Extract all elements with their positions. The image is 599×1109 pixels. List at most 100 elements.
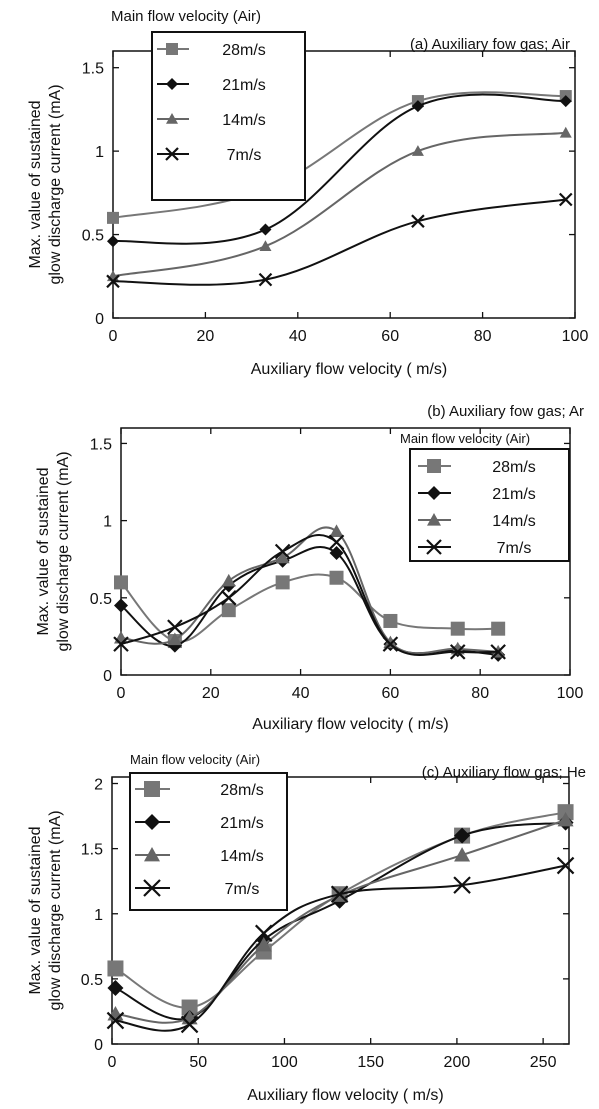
legend-item-2: 14m/s [157,112,266,129]
legend-label: 7m/s [225,881,260,898]
data-point [106,1011,125,1030]
data-point-stroke-b [411,214,425,228]
data-point [449,644,466,660]
legend-label: 28m/s [222,42,266,59]
legend-label: 21m/s [220,815,264,832]
y-axis-label: Max. value of sustained glow discharge cu… [27,810,64,1010]
legend-title: Main flow velocity (Air) [400,431,530,446]
data-point [259,223,272,236]
legend-title: Main flow velocity (Air) [111,8,261,25]
y-tick-label: 0 [103,668,112,685]
data-point [221,573,236,587]
data-point [259,240,272,252]
data-point-stroke-b [449,644,466,660]
series-line [112,131,566,278]
data-point [329,570,344,585]
data-point [454,827,471,844]
data-point-stroke-b [330,885,349,903]
legend-label: 28m/s [220,782,264,799]
data-point [454,847,471,862]
data-point [180,1015,199,1034]
legend-marker-stroke-b [426,539,442,555]
legend-item-2: 14m/s [135,847,264,865]
data-point-stroke-b [258,272,273,287]
data-point [107,979,124,996]
x-tick-label: 60 [382,685,400,702]
y-axis-label-line: Max. value of sustained [27,826,44,994]
x-tick-label: 100 [271,1054,298,1071]
legend: 28m/s 21m/s 14m/s 7m/s Main flow velocity (A… [400,431,570,562]
legend-marker [166,43,178,55]
data-point-stroke-b [106,274,120,289]
data-point [559,95,572,108]
data-point [274,543,291,560]
data-point [114,598,128,613]
data-point-stroke-b [274,543,291,560]
legend-frame [151,31,306,201]
y-tick-label: 0.5 [90,591,112,608]
legend-marker [427,513,441,526]
data-point-stroke-b [254,924,273,943]
y-tick-label: 2 [94,777,103,794]
data-point [220,590,237,606]
y-tick-label: 0 [95,311,104,328]
x-tick-label: 60 [381,328,399,345]
data-point [558,192,573,207]
series-3 [106,856,575,1034]
data-point [453,876,471,894]
data-point [275,550,290,564]
data-point [329,546,344,561]
data-point-stroke-b [106,1011,125,1030]
data-point [411,214,425,228]
x-axis-label: Auxiliary flow velocity ( m/s) [247,1087,443,1104]
legend-label: 14m/s [492,513,536,530]
y-axis-label-line: Max. value of sustained [35,467,52,635]
x-axis-label: Auxiliary flow velocity ( m/s) [252,716,448,733]
y-tick-label: 1 [95,144,104,161]
x-tick-label: 40 [292,685,310,702]
legend: 28m/s 21m/s 14m/s 7m/s Main flow velocity (A… [129,752,288,911]
legend-marker [166,113,178,124]
data-point [450,621,465,636]
legend-label: 28m/s [492,459,536,476]
data-point [107,960,124,977]
x-tick-label: 40 [289,328,307,345]
legend-label: 14m/s [222,112,266,129]
legend-marker [427,486,441,500]
chart-panel-1: 0 20 40 60 80 100 0 0.5 1 1.5 Auxiliary flow veloc… [35,403,584,733]
x-tick-label: 100 [562,328,589,345]
series-3 [106,192,573,289]
plot-frame [111,776,570,1045]
chart-panel-0: 0 20 40 60 80 100 0 0.5 1 1.5 Auxiliary flow veloc… [27,8,588,378]
legend-label: 14m/s [220,848,264,865]
data-point-stroke-b [113,636,129,652]
data-point-stroke-b [558,192,573,207]
legend-marker-stroke-b [143,879,161,897]
y-axis-label: Max. value of sustained glow discharge cu… [27,84,64,284]
legend-marker [144,781,160,797]
x-tick-label: 80 [474,328,492,345]
legend-label: 21m/s [222,77,266,94]
x-tick-label: 20 [197,328,215,345]
data-point-stroke-b [167,619,183,635]
data-point [557,811,574,827]
data-point [221,603,236,618]
y-tick-label: 1.5 [81,842,103,859]
legend-item-0: 28m/s [418,459,536,476]
y-tick-label: 1 [103,514,112,531]
data-point [167,619,183,635]
series-line [112,91,566,219]
data-point [556,856,575,875]
x-axis-label: Auxiliary flow velocity ( m/s) [251,361,447,378]
series-line [120,573,499,643]
legend-marker [427,459,441,473]
x-tick-label: 250 [530,1054,557,1071]
chart-title: (a) Auxiliary fow gas; Air [410,36,570,53]
x-tick-label: 80 [471,685,489,702]
data-point [107,1006,124,1021]
legend-item-1: 21m/s [135,814,264,832]
data-point [559,126,572,138]
data-point [106,274,120,289]
y-tick-label: 0.5 [82,228,104,245]
x-tick-label: 20 [202,685,220,702]
